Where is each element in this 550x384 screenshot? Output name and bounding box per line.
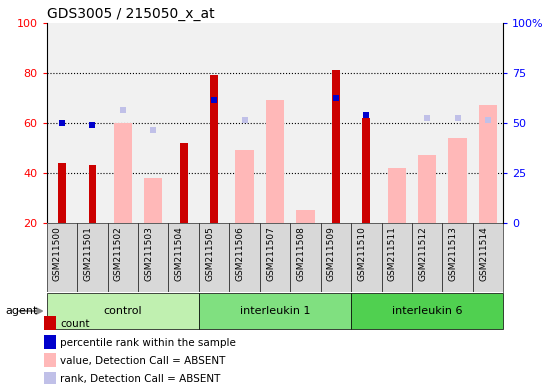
- FancyBboxPatch shape: [351, 223, 382, 292]
- Text: GSM211500: GSM211500: [53, 226, 62, 281]
- FancyBboxPatch shape: [47, 293, 199, 329]
- Bar: [138, 23, 168, 223]
- Bar: [412, 23, 442, 223]
- FancyBboxPatch shape: [442, 223, 473, 292]
- Bar: [290, 23, 321, 223]
- FancyBboxPatch shape: [473, 223, 503, 292]
- Text: GSM211514: GSM211514: [479, 226, 488, 281]
- Bar: [362, 118, 370, 223]
- Text: GSM211501: GSM211501: [84, 226, 92, 281]
- FancyBboxPatch shape: [168, 223, 199, 292]
- Bar: [266, 100, 284, 223]
- Text: GSM211505: GSM211505: [205, 226, 214, 281]
- Text: count: count: [60, 319, 90, 329]
- Bar: [442, 23, 473, 223]
- Bar: [351, 23, 382, 223]
- Bar: [296, 210, 315, 223]
- FancyBboxPatch shape: [108, 223, 138, 292]
- Text: GSM211503: GSM211503: [144, 226, 153, 281]
- Text: interleukin 1: interleukin 1: [240, 306, 310, 316]
- Bar: [418, 155, 436, 223]
- Text: percentile rank within the sample: percentile rank within the sample: [60, 338, 236, 348]
- Text: interleukin 6: interleukin 6: [392, 306, 463, 316]
- FancyBboxPatch shape: [412, 223, 442, 292]
- Bar: [388, 168, 406, 223]
- Bar: [44, 372, 56, 384]
- FancyBboxPatch shape: [47, 223, 77, 292]
- Text: rank, Detection Call = ABSENT: rank, Detection Call = ABSENT: [60, 374, 221, 384]
- Text: GSM211504: GSM211504: [175, 226, 184, 281]
- FancyBboxPatch shape: [321, 223, 351, 292]
- Bar: [382, 23, 412, 223]
- Bar: [235, 150, 254, 223]
- Text: value, Detection Call = ABSENT: value, Detection Call = ABSENT: [60, 356, 226, 366]
- Bar: [479, 105, 497, 223]
- Bar: [229, 23, 260, 223]
- Text: GSM211507: GSM211507: [266, 226, 275, 281]
- Bar: [44, 335, 56, 349]
- FancyBboxPatch shape: [351, 293, 503, 329]
- Bar: [108, 23, 138, 223]
- Bar: [473, 23, 503, 223]
- Text: GSM211512: GSM211512: [418, 226, 427, 281]
- FancyBboxPatch shape: [77, 223, 108, 292]
- Text: control: control: [103, 306, 142, 316]
- Bar: [321, 23, 351, 223]
- Bar: [332, 70, 340, 223]
- FancyBboxPatch shape: [260, 223, 290, 292]
- FancyBboxPatch shape: [229, 223, 260, 292]
- Bar: [77, 23, 108, 223]
- Bar: [89, 165, 96, 223]
- Text: GSM211510: GSM211510: [358, 226, 366, 281]
- Bar: [114, 123, 132, 223]
- Bar: [210, 75, 218, 223]
- Bar: [168, 23, 199, 223]
- Text: agent: agent: [6, 306, 38, 316]
- Bar: [58, 163, 66, 223]
- Bar: [260, 23, 290, 223]
- Text: GSM211509: GSM211509: [327, 226, 336, 281]
- Text: GSM211511: GSM211511: [388, 226, 397, 281]
- Bar: [199, 23, 229, 223]
- Bar: [144, 178, 162, 223]
- Bar: [47, 23, 77, 223]
- FancyBboxPatch shape: [290, 223, 321, 292]
- FancyBboxPatch shape: [138, 223, 168, 292]
- FancyBboxPatch shape: [199, 293, 351, 329]
- Text: GDS3005 / 215050_x_at: GDS3005 / 215050_x_at: [47, 7, 214, 21]
- Bar: [44, 316, 56, 330]
- Text: GSM211502: GSM211502: [114, 226, 123, 281]
- Text: GSM211506: GSM211506: [235, 226, 245, 281]
- Text: GSM211508: GSM211508: [296, 226, 305, 281]
- Bar: [44, 353, 56, 367]
- Text: GSM211513: GSM211513: [449, 226, 458, 281]
- FancyBboxPatch shape: [199, 223, 229, 292]
- Bar: [448, 138, 467, 223]
- Bar: [180, 143, 188, 223]
- FancyBboxPatch shape: [382, 223, 412, 292]
